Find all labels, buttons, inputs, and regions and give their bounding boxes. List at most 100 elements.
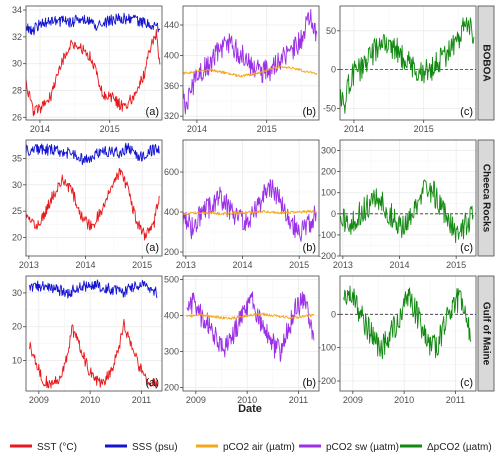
panel-label: (a) [146, 106, 159, 118]
panel-border [339, 139, 477, 257]
strip-label: BOBOA [481, 44, 492, 81]
panel-2-1: 200 300 400 500 2009 2010 2011 (b) [164, 275, 320, 405]
series-line-sss [29, 279, 158, 299]
strip-background [477, 275, 495, 392]
panel-0-1: 320 360 400 440 2014 2015 (b) [164, 5, 320, 134]
x-tick-label: 2015 [132, 260, 152, 270]
y-tick-label: -200 [318, 251, 336, 261]
panel-0-2: -50 0 50 2014 2015 (c) [323, 5, 477, 134]
x-tick-label: 2013 [333, 260, 353, 270]
legend-text: pCO2 sw (µatm) [326, 442, 399, 453]
series-line-pco2_air [183, 209, 317, 216]
strip-2: Gulf of Maine [477, 275, 495, 392]
x-tick-label: 2015 [446, 260, 466, 270]
series-line-dpco2 [340, 179, 474, 244]
y-tick-label: 26 [12, 112, 22, 122]
y-tick-label: 200 [321, 167, 336, 177]
y-tick-label: 360 [164, 81, 179, 91]
legend-item-sst: SST (°C) [10, 442, 77, 453]
y-tick-label: 10 [12, 356, 22, 366]
panel-border [25, 275, 163, 392]
y-tick-label: 200 [164, 382, 179, 392]
y-tick-label: -200 [318, 376, 336, 386]
legend-text: pCO2 air (µatm) [223, 442, 295, 453]
x-tick-label: 2009 [343, 395, 363, 405]
gridlines [340, 140, 476, 257]
y-tick-label: 20 [12, 322, 22, 332]
y-tick-label: 440 [164, 20, 179, 30]
strip-0: BOBOA [477, 5, 495, 121]
x-tick-label: 2009 [186, 395, 206, 405]
panel-background [26, 276, 162, 391]
y-tick-label: 600 [164, 167, 179, 177]
panel-label: (c) [460, 106, 473, 118]
series-line-pco2_sw [183, 9, 318, 115]
y-tick-label: 25 [12, 206, 22, 216]
y-tick-label: 28 [12, 85, 22, 95]
y-tick-label: 0 [331, 209, 336, 219]
y-tick-label: 400 [164, 207, 179, 217]
legend-item-pco2_sw: pCO2 sw (µatm) [299, 442, 399, 453]
y-tick-label: 320 [164, 111, 179, 121]
panel-border [182, 139, 320, 257]
y-tick-label: 300 [321, 146, 336, 156]
series-line-sst [26, 29, 161, 117]
panel-2-0: 10 20 30 2009 2010 2011 (a) [12, 275, 163, 405]
series-line-sss [26, 142, 160, 166]
series-line-pco2_air [186, 312, 315, 320]
x-tick-label: 2013 [176, 260, 196, 270]
series-line-sss [26, 12, 161, 36]
strip-1: Cheeca Rocks [477, 139, 495, 257]
panel-0-0: 26 28 30 32 34 2014 2015 (a) [12, 5, 163, 134]
x-tick-label: 2014 [232, 260, 252, 270]
legend-text: SSS (psu) [132, 442, 178, 453]
panel-border [25, 5, 163, 121]
y-tick-label: 30 [12, 59, 22, 69]
panel-label: (b) [303, 106, 316, 118]
series-line-sst [26, 168, 160, 241]
legend-text: SST (°C) [37, 442, 77, 453]
series-line-dpco2 [340, 17, 475, 114]
gridlines [340, 276, 476, 391]
series-line-pco2_air [183, 65, 318, 78]
x-tick-label: 2014 [389, 260, 409, 270]
panel-label: (a) [146, 242, 159, 254]
y-tick-label: 0 [331, 309, 336, 319]
panel-label: (c) [460, 377, 473, 389]
x-tick-label: 2011 [446, 395, 465, 405]
panel-border [25, 139, 163, 257]
y-tick-label: 30 [12, 180, 22, 190]
y-tick-label: -50 [323, 103, 336, 113]
series-line-dpco2 [343, 285, 472, 360]
y-tick-label: 300 [164, 346, 179, 356]
panel-border [182, 275, 320, 392]
strip-background [477, 5, 495, 121]
panel-border [339, 275, 477, 392]
x-tick-label: 2014 [344, 124, 364, 134]
y-tick-label: -100 [318, 343, 336, 353]
panel-background [340, 140, 476, 256]
panel-background [183, 140, 319, 256]
panel-border [182, 5, 320, 121]
y-tick-label: 50 [326, 26, 336, 36]
y-tick-label: 400 [164, 50, 179, 60]
y-tick-label: 100 [321, 188, 336, 198]
series-line-sst [29, 318, 158, 389]
x-tick-label: 2014 [187, 124, 207, 134]
y-tick-label: 400 [164, 311, 179, 321]
panel-label: (b) [303, 242, 316, 254]
x-tick-label: 2011 [289, 395, 308, 405]
legend: SST (°C) SSS (psu) pCO2 air (µatm) pCO2 sw … [10, 442, 492, 453]
legend-item-sss: SSS (psu) [105, 442, 178, 453]
x-axis-label: Date [238, 403, 262, 415]
panel-label: (a) [146, 377, 159, 389]
panel-1-2: -200 -100 0 100 200 300 2013 2014 2015 (c) [318, 139, 477, 270]
x-tick-label: 2009 [29, 395, 49, 405]
legend-text: ΔpCO2 (µatm) [427, 442, 492, 453]
x-tick-label: 2014 [75, 260, 95, 270]
y-tick-label: 30 [12, 288, 22, 298]
y-tick-label: -100 [318, 230, 336, 240]
